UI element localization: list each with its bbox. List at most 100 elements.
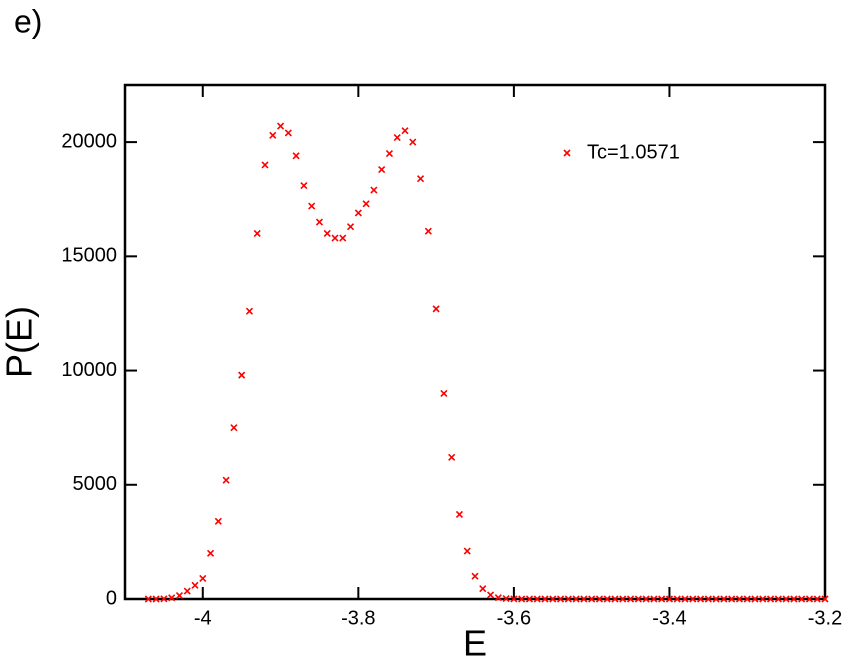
y-tick-label: 0 <box>106 587 117 609</box>
data-point <box>238 371 246 379</box>
data-point <box>292 152 300 160</box>
y-tick-label: 15000 <box>61 245 117 267</box>
y-tick-label: 5000 <box>73 473 118 495</box>
data-point <box>479 585 487 593</box>
data-point <box>432 305 440 313</box>
data-point <box>416 175 425 183</box>
data-point <box>378 165 386 174</box>
data-point <box>634 595 642 603</box>
data-point <box>440 389 448 397</box>
data-point <box>751 595 759 603</box>
data-point <box>603 595 611 603</box>
data-point <box>284 129 292 137</box>
y-tick-label: 20000 <box>61 130 117 152</box>
data-point <box>595 595 604 603</box>
data-point <box>191 581 199 589</box>
data-point <box>199 574 207 583</box>
data-point <box>168 594 176 602</box>
data-point <box>533 595 541 603</box>
data-point <box>805 595 814 603</box>
data-point <box>572 595 580 603</box>
x-tick-label: -3.8 <box>341 607 375 629</box>
data-point <box>339 234 347 242</box>
data-point <box>798 595 806 603</box>
data-point <box>759 595 767 603</box>
data-point <box>626 595 635 603</box>
data-point <box>409 138 417 146</box>
data-point <box>346 223 355 231</box>
x-tick-label: -4 <box>194 607 212 629</box>
data-point <box>704 595 712 603</box>
data-point <box>261 161 269 169</box>
data-point <box>712 595 720 603</box>
data-point <box>642 595 650 603</box>
data-point <box>486 591 495 599</box>
data-point <box>541 595 549 603</box>
legend-marker <box>563 149 571 157</box>
data-point <box>766 595 775 603</box>
data-point <box>518 595 526 603</box>
data-point <box>588 595 596 603</box>
legend-label: Tc=1.0571 <box>587 141 680 163</box>
data-point <box>650 595 658 603</box>
data-point <box>354 209 362 217</box>
data-point <box>813 595 821 603</box>
data-point <box>494 594 502 602</box>
data-point <box>502 594 510 603</box>
data-point <box>790 595 798 603</box>
data-point <box>463 547 471 555</box>
data-point <box>230 424 238 432</box>
data-point <box>510 595 518 603</box>
x-tick-label: -3.4 <box>652 607 686 629</box>
data-point <box>580 595 588 603</box>
data-point <box>144 595 152 603</box>
data-point <box>253 229 261 238</box>
data-point <box>720 595 728 603</box>
data-point <box>385 149 394 158</box>
data-point <box>681 595 689 603</box>
data-point <box>222 476 230 484</box>
data-point <box>728 595 736 603</box>
data-point <box>331 234 339 242</box>
data-point <box>821 595 829 603</box>
data-point <box>782 595 790 603</box>
panel-label: e) <box>14 3 42 39</box>
data-point <box>774 595 782 603</box>
data-point <box>696 595 705 603</box>
x-tick-label: -3.6 <box>497 607 531 629</box>
data-point <box>735 595 744 603</box>
data-point <box>315 218 324 226</box>
data-point <box>611 595 619 603</box>
data-point <box>276 122 285 130</box>
data-point <box>471 572 479 580</box>
data-point <box>160 595 168 603</box>
data-point <box>525 595 534 603</box>
plot-frame <box>123 83 827 601</box>
data-point <box>665 595 674 603</box>
data-point <box>424 227 432 235</box>
data-point <box>206 549 215 557</box>
data-point <box>689 595 697 603</box>
y-tick-label: 10000 <box>61 359 117 381</box>
data-point <box>556 595 565 603</box>
data-point <box>269 131 277 139</box>
data-point <box>362 200 370 208</box>
data-point <box>300 181 308 190</box>
data-point <box>183 587 191 595</box>
data-point <box>564 595 572 603</box>
data-point <box>448 453 456 461</box>
data-point <box>245 307 254 315</box>
y-axis-label: P(E) <box>0 306 40 378</box>
data-point <box>455 510 464 519</box>
data-point <box>323 229 331 238</box>
data-point <box>308 202 316 210</box>
data-point <box>370 186 378 194</box>
data-point <box>549 595 557 603</box>
x-tick-label: -3.2 <box>808 607 842 629</box>
data-point <box>658 595 666 603</box>
data-point <box>393 133 401 142</box>
data-point <box>152 595 160 603</box>
data-point <box>401 127 409 135</box>
data-point <box>619 595 627 603</box>
